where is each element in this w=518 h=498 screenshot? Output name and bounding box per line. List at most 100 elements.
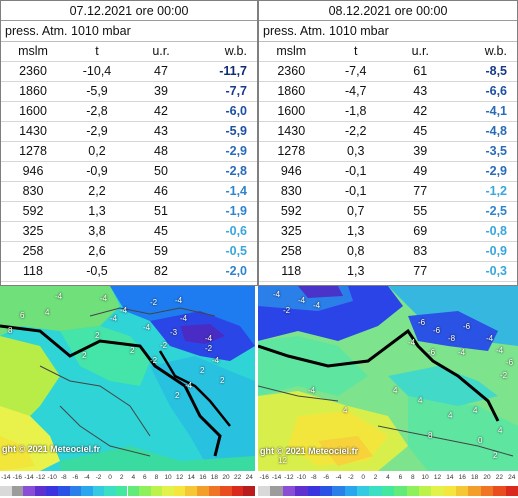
isotherm-label: -6 [433,326,441,335]
isotherm-label: -2 [500,371,508,380]
temperature-cell: -5,9 [65,81,129,102]
scale-tick-label: -16 [12,474,23,481]
wet-bulb-cell: -3,5 [452,141,517,162]
humidity-cell: 77 [388,181,453,202]
isotherm-label: -4 [496,346,504,355]
scale-swatch [456,486,469,496]
isotherm-label: -4 [308,386,316,395]
table-row: 946 -0,9 50 -2,8 [1,161,257,182]
pressure-label: press. Atm. 1010 mbar [259,21,517,42]
wet-bulb-cell: -4,8 [452,121,517,142]
table-row: 946 -0,1 49 -2,9 [259,161,517,182]
scale-tick-label: 14 [187,474,195,481]
isotherm-label: 6 [20,311,25,320]
temperature-cell: -2,2 [323,121,388,142]
humidity-cell: 69 [388,221,453,242]
scale-tick-label: 18 [210,474,219,481]
scale-swatch [344,486,358,496]
table-row: 1860 -4,7 43 -6,6 [259,81,517,102]
table-row: 830 2,2 46 -1,4 [1,181,257,202]
humidity-cell: 55 [388,201,453,222]
altitude-cell: 1860 [259,81,324,102]
scale-swatch [332,486,345,496]
temperature-cell: 0,2 [65,141,129,162]
isotherm-label: -4 [185,381,193,390]
table-row: 1600 -1,8 42 -4,1 [259,101,517,122]
date-header: 08.12.2021 ore 00:00 [259,1,517,21]
scale-tick-label: -10 [47,474,57,481]
wet-bulb-cell: -1,9 [193,201,257,222]
temperature-cell: 1,3 [323,261,388,282]
table-row: 325 3,8 45 -0,6 [1,221,257,242]
scale-swatch [69,486,82,496]
altitude-cell: 258 [1,241,65,262]
temperature-cell: -10,4 [65,61,129,82]
color-scale: -16 -14 -12 -10 -8 -6 -4 -2 0 2 4 6 8 10 12 14 16 18 20 22 2… [258,474,518,498]
wet-bulb-cell: -1,2 [452,181,517,202]
isotherm-label: -6 [463,322,471,331]
isotherm-label: 2 [82,351,87,360]
isotherm-label: 0 [478,436,483,445]
isotherm-label: 2 [95,331,100,340]
scale-swatch [295,486,308,496]
scale-swatch [243,486,255,496]
scale-tick-label: 24 [508,474,516,481]
sounding-table: press. Atm. 1010 mbar mslm t u.r. w.b. 2… [259,21,517,282]
scale-swatch [150,486,163,496]
isotherm-label: -4 [458,348,466,357]
isotherm-label: -4 [110,314,118,323]
table-row: 1278 0,3 39 -3,5 [259,141,517,162]
scale-tick-label: 10 [421,474,429,481]
header-row: mslm t u.r. w.b. [259,41,517,62]
isotherm-label: 2 [200,366,205,375]
table-row: 830 -0,1 77 -1,2 [259,181,517,202]
table-row: 592 0,7 55 -2,5 [259,201,517,222]
scale-swatch [92,486,105,496]
wet-bulb-cell: -11,7 [193,61,257,82]
scale-tick-label: -14 [271,474,282,481]
column-header: t [65,41,129,62]
isotherm-label: -4 [298,296,306,305]
table-row: 2360 -10,4 47 -11,7 [1,61,257,82]
isotherm-label: 2 [493,451,498,460]
wet-bulb-cell: -0,8 [452,221,517,242]
table-row: 2360 -7,4 61 -8,5 [259,61,517,82]
scale-tick-label: 2 [119,474,124,481]
isotherm-label: 8 [428,431,433,440]
humidity-cell: 51 [129,201,193,222]
wet-bulb-cell: -2,5 [452,201,517,222]
wet-bulb-cell: -2,0 [193,261,257,282]
credit-label: ght © 2021 Meteociel.fr [2,444,101,454]
humidity-cell: 77 [388,261,453,282]
scale-swatch [369,486,382,496]
isotherm-label: -2 [283,306,291,315]
scale-swatch [493,486,506,496]
isotherm-label: -4 [175,296,183,305]
wet-bulb-cell: -2,9 [193,141,257,162]
wet-bulb-cell: -7,7 [193,81,257,102]
scale-tick-label: 4 [131,474,136,481]
scale-swatch [480,486,494,496]
humidity-cell: 61 [388,61,453,82]
temperature-cell: -0,1 [323,181,388,202]
credit-label: ght © 2021 Meteociel.fr [260,446,359,456]
scale-swatch [81,486,93,496]
scale-tick-label: 20 [222,474,230,481]
scale-swatch [208,486,221,496]
humidity-cell: 39 [388,141,453,162]
scale-tick-label: -4 [84,474,90,481]
wet-bulb-cell: -0,9 [452,241,517,262]
altitude-cell: 592 [259,201,324,222]
scale-tick-label: 8 [410,474,415,481]
scale-swatch [394,486,407,496]
scale-tick-label: 20 [483,474,491,481]
scale-swatch [197,486,209,496]
isotherm-label: -4 [212,356,220,365]
wet-bulb-cell: -4,1 [452,101,517,122]
scale-tick-label: -14 [1,474,11,481]
altitude-cell: 1278 [259,141,324,162]
altitude-cell: 1278 [1,141,65,162]
scale-swatch [307,486,320,496]
scale-swatch [357,486,370,496]
table-row: 1430 -2,2 45 -4,8 [259,121,517,142]
